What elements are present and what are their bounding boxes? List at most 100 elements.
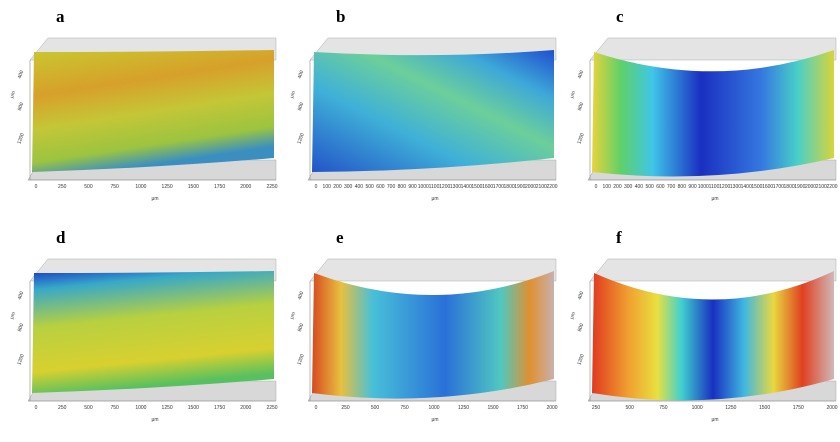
x-axis-label: μm bbox=[431, 196, 438, 202]
x-tick-label: 900 bbox=[688, 184, 697, 190]
x-tick-label: 1500 bbox=[188, 184, 199, 190]
y-tick-label: 400 bbox=[297, 291, 306, 301]
x-tick-label: 2100 bbox=[816, 184, 827, 190]
x-tick-label: 1250 bbox=[458, 405, 469, 411]
x-tick-label: 1250 bbox=[162, 184, 173, 190]
x-tick-label: 0 bbox=[35, 405, 38, 411]
y-tick-label: 400 bbox=[577, 70, 586, 80]
x-tick-label: 0 bbox=[315, 184, 318, 190]
y-tick-label: 800 bbox=[297, 102, 306, 112]
x-tick-label: 1250 bbox=[162, 405, 173, 411]
x-tick-label: 1000 bbox=[692, 405, 703, 411]
y-tick-label: 1200 bbox=[576, 353, 586, 366]
x-tick-label: 800 bbox=[678, 184, 687, 190]
y-axis-label: μm bbox=[569, 311, 577, 320]
x-tick-label: 500 bbox=[371, 405, 380, 411]
y-axis-label: μm bbox=[9, 90, 17, 99]
x-tick-label: 750 bbox=[110, 184, 119, 190]
x-tick-label: 200 bbox=[613, 184, 622, 190]
x-tick-label: 2250 bbox=[266, 405, 277, 411]
x-tick-label: 2000 bbox=[240, 405, 251, 411]
x-tick-label: 1000 bbox=[135, 405, 146, 411]
x-tick-label: 250 bbox=[592, 405, 601, 411]
x-tick-label: 1100 bbox=[709, 184, 720, 190]
x-tick-label: 1300 bbox=[450, 184, 461, 190]
x-tick-label: 250 bbox=[341, 405, 350, 411]
back-wall bbox=[589, 37, 837, 61]
x-tick-label: 1400 bbox=[461, 184, 472, 190]
x-tick-label: 500 bbox=[365, 184, 374, 190]
panel: a 0 250 500 750 1000 1250 1500 1750 2000 2250 μm 400… bbox=[9, 7, 278, 202]
x-tick-label: 2000 bbox=[240, 184, 251, 190]
panel: f 250 500 750 1000 1250 1500 1750 2000 μm 400 800 12… bbox=[569, 228, 838, 423]
surface bbox=[592, 271, 834, 401]
y-axis-label: μm bbox=[289, 90, 297, 99]
x-tick-label: 2000 bbox=[546, 405, 557, 411]
x-tick-label: 500 bbox=[626, 405, 635, 411]
surface bbox=[32, 50, 274, 172]
y-tick-label: 800 bbox=[297, 323, 306, 333]
x-tick-label: 1750 bbox=[517, 405, 528, 411]
y-axis-label: μm bbox=[9, 311, 17, 320]
x-tick-label: 600 bbox=[376, 184, 385, 190]
x-tick-label: 1600 bbox=[482, 184, 493, 190]
x-tick-label: 1700 bbox=[493, 184, 504, 190]
y-tick-label: 400 bbox=[297, 70, 306, 80]
x-tick-label: 1800 bbox=[504, 184, 515, 190]
x-tick-label: 2000 bbox=[525, 184, 536, 190]
x-tick-label: 1500 bbox=[188, 405, 199, 411]
x-tick-label: 1750 bbox=[214, 405, 225, 411]
x-tick-label: 250 bbox=[58, 405, 67, 411]
panel-label: a bbox=[56, 7, 65, 26]
y-axis-label: μm bbox=[569, 90, 577, 99]
x-axis-label: μm bbox=[431, 417, 438, 423]
panel-label: b bbox=[336, 7, 345, 26]
x-tick-label: 500 bbox=[84, 405, 93, 411]
x-tick-label: 1200 bbox=[439, 184, 450, 190]
x-tick-label: 400 bbox=[635, 184, 644, 190]
x-tick-label: 0 bbox=[595, 184, 598, 190]
y-tick-label: 1200 bbox=[16, 132, 26, 145]
x-tick-label: 2100 bbox=[536, 184, 547, 190]
x-tick-label: 1500 bbox=[487, 405, 498, 411]
x-tick-label: 100 bbox=[603, 184, 612, 190]
y-tick-label: 400 bbox=[17, 291, 26, 301]
y-tick-label: 400 bbox=[17, 70, 26, 80]
x-tick-label: 2200 bbox=[546, 184, 557, 190]
x-tick-label: 2000 bbox=[826, 405, 837, 411]
y-axis-label: μm bbox=[289, 311, 297, 320]
x-tick-label: 1750 bbox=[793, 405, 804, 411]
x-tick-label: 100 bbox=[323, 184, 332, 190]
x-tick-label: 1500 bbox=[751, 184, 762, 190]
back-wall bbox=[589, 258, 837, 282]
x-tick-label: 1200 bbox=[719, 184, 730, 190]
x-tick-label: 2000 bbox=[805, 184, 816, 190]
x-tick-label: 300 bbox=[344, 184, 353, 190]
x-tick-label: 1000 bbox=[135, 184, 146, 190]
y-tick-label: 800 bbox=[577, 102, 586, 112]
x-tick-label: 700 bbox=[387, 184, 396, 190]
y-tick-label: 1200 bbox=[296, 132, 306, 145]
x-tick-label: 1000 bbox=[418, 184, 429, 190]
x-tick-label: 1750 bbox=[214, 184, 225, 190]
y-tick-label: 800 bbox=[17, 323, 26, 333]
x-tick-label: 1600 bbox=[762, 184, 773, 190]
x-tick-label: 1300 bbox=[730, 184, 741, 190]
x-tick-label: 300 bbox=[624, 184, 633, 190]
panel-label: d bbox=[56, 228, 66, 247]
x-tick-label: 1800 bbox=[784, 184, 795, 190]
x-tick-label: 2200 bbox=[826, 184, 837, 190]
x-tick-label: 1900 bbox=[794, 184, 805, 190]
x-tick-label: 750 bbox=[110, 405, 119, 411]
x-tick-label: 400 bbox=[355, 184, 364, 190]
x-tick-label: 2250 bbox=[266, 184, 277, 190]
surface bbox=[312, 271, 554, 399]
x-tick-label: 900 bbox=[408, 184, 417, 190]
y-tick-label: 400 bbox=[577, 291, 586, 301]
x-tick-label: 500 bbox=[645, 184, 654, 190]
y-tick-label: 1200 bbox=[296, 353, 306, 366]
back-wall bbox=[309, 258, 557, 282]
x-tick-label: 750 bbox=[659, 405, 668, 411]
panel-label: f bbox=[616, 228, 622, 247]
